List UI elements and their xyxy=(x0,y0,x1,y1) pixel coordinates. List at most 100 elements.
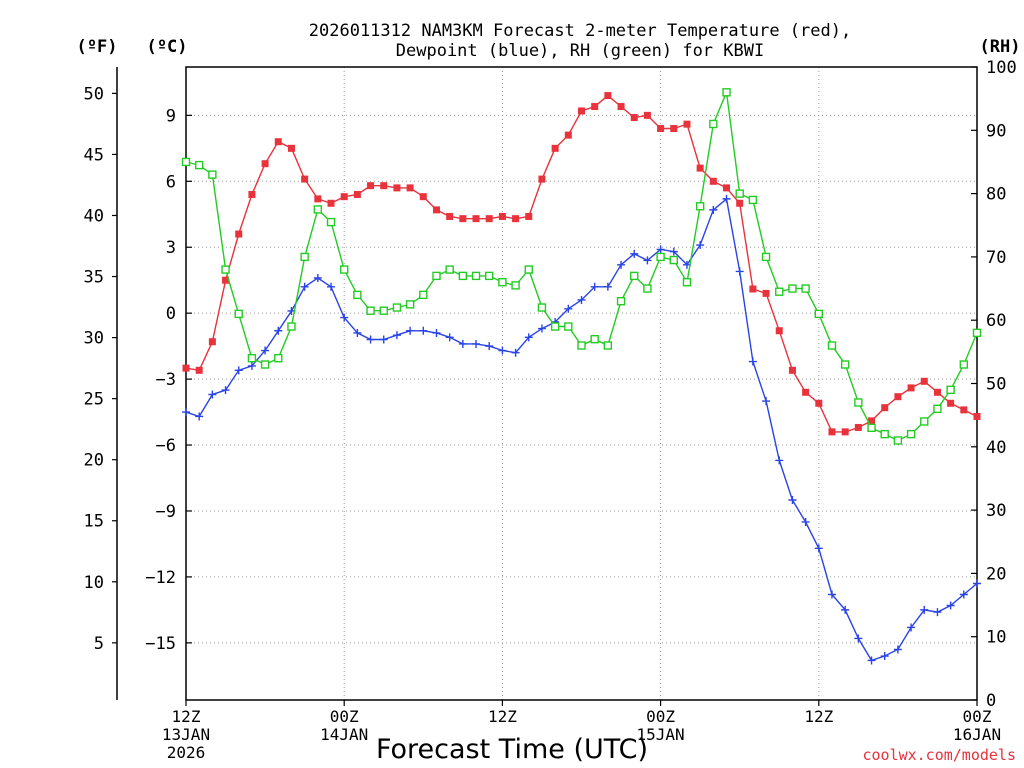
dewpoint-point xyxy=(392,331,401,340)
dewpoint-point xyxy=(564,304,573,313)
x-tick-label: 00Z 14JAN xyxy=(320,707,368,744)
dewpoint-point xyxy=(867,656,876,665)
dewpoint-point xyxy=(722,194,731,203)
fahrenheit-tick-label: 45 xyxy=(84,145,104,165)
temperature-point xyxy=(841,428,849,436)
rh-tick-label: 30 xyxy=(986,501,1006,521)
fahrenheit-axis-unit: (ºF) xyxy=(77,37,118,57)
temperature-point xyxy=(736,199,744,207)
rh-tick-label: 10 xyxy=(986,628,1006,648)
fahrenheit-tick-label: 5 xyxy=(94,634,104,654)
temperature-point xyxy=(683,120,691,128)
temperature-point xyxy=(788,366,796,374)
rh-point xyxy=(854,398,863,407)
rh-tick-label: 40 xyxy=(986,438,1006,458)
dewpoint-point xyxy=(907,623,916,632)
x-tick-label-line: 16JAN xyxy=(953,725,1001,744)
temperature-point xyxy=(828,428,836,436)
x-tick-label-line: 13JAN xyxy=(162,725,210,744)
temperature-point xyxy=(802,388,810,396)
rh-point xyxy=(524,265,533,274)
rh-point xyxy=(511,281,520,290)
rh-point xyxy=(616,297,626,306)
dewpoint-point xyxy=(959,590,968,599)
temperature-point xyxy=(182,364,190,372)
rh-point xyxy=(234,309,243,319)
dewpoint-point xyxy=(893,645,902,654)
rh-point xyxy=(300,252,309,262)
dewpoint-point xyxy=(735,267,744,276)
dewpoint-point xyxy=(775,456,784,465)
rh-point xyxy=(920,417,929,426)
rh-tick-label: 90 xyxy=(986,121,1006,141)
dewpoint-point xyxy=(920,605,929,614)
x-tick-label-line: 14JAN xyxy=(320,725,368,744)
celsius-tick-label: −6 xyxy=(156,436,176,456)
dewpoint-point xyxy=(827,590,836,599)
rh-point xyxy=(247,353,257,363)
dewpoint-point xyxy=(656,245,665,254)
x-tick-label-line: 15JAN xyxy=(637,725,685,744)
dewpoint-point xyxy=(946,601,955,610)
rh-point xyxy=(669,255,678,265)
temperature-point xyxy=(314,195,322,203)
rh-tick-label: 70 xyxy=(986,248,1006,268)
dewpoint-point xyxy=(208,390,217,399)
dewpoint-point xyxy=(973,579,981,588)
dewpoint-point xyxy=(814,544,823,553)
x-tick-label-line: 2026 xyxy=(167,743,206,762)
x-tick-label-line: 12Z xyxy=(172,707,201,726)
temperature-point xyxy=(367,182,375,190)
series-temperature xyxy=(182,92,981,436)
rh-point xyxy=(326,217,336,227)
rh-point xyxy=(181,157,191,167)
credit-link[interactable]: coolwx.com/models xyxy=(862,746,1016,764)
dewpoint-point xyxy=(472,339,481,348)
dewpoint-point xyxy=(669,247,678,256)
temperature-point xyxy=(815,399,823,407)
temperature-point xyxy=(591,103,599,111)
temperature-point xyxy=(353,190,361,198)
dewpoint-point xyxy=(313,274,322,282)
x-tick-label: 00Z 15JAN xyxy=(637,707,685,744)
rh-point xyxy=(893,436,903,445)
x-tick-label-line: 00Z xyxy=(963,707,992,726)
rh-point xyxy=(405,300,415,309)
dewpoint-point xyxy=(788,495,797,504)
rh-point xyxy=(485,271,494,281)
dewpoint-point xyxy=(485,342,494,351)
temperature-point xyxy=(195,366,203,374)
rh-tick-label: 80 xyxy=(986,185,1006,205)
temperature-point xyxy=(564,131,572,139)
rh-point xyxy=(194,160,204,170)
rh-point xyxy=(959,360,969,369)
dewpoint-point xyxy=(406,326,415,335)
temperature-point xyxy=(485,215,493,223)
temperature-point xyxy=(920,377,928,385)
fahrenheit-tick-label: 25 xyxy=(84,390,104,410)
x-tick-label: 12Z xyxy=(488,707,517,726)
dewpoint-point xyxy=(524,333,533,342)
x-tick-label: 00Z 16JAN xyxy=(953,707,1001,744)
temperature-point xyxy=(960,406,968,414)
temperature-point xyxy=(630,114,638,122)
rh-point xyxy=(392,303,402,312)
temperature-point xyxy=(512,215,520,223)
rh-point xyxy=(603,341,613,350)
rh-point xyxy=(564,322,573,331)
dewpoint-point xyxy=(221,386,230,395)
temperature-point xyxy=(419,193,427,201)
temperature-point xyxy=(538,175,546,183)
rh-point xyxy=(432,271,441,281)
rh-point xyxy=(775,287,784,296)
dewpoint-point xyxy=(643,256,652,265)
rh-point xyxy=(379,306,388,315)
celsius-axis-unit: (ºC) xyxy=(147,37,188,57)
temperature-point xyxy=(973,412,981,420)
dewpoint-point xyxy=(445,333,454,342)
rh-point xyxy=(880,429,889,439)
dewpoint-point xyxy=(748,357,757,366)
dewpoint-point xyxy=(933,608,942,617)
rh-point xyxy=(458,271,468,281)
